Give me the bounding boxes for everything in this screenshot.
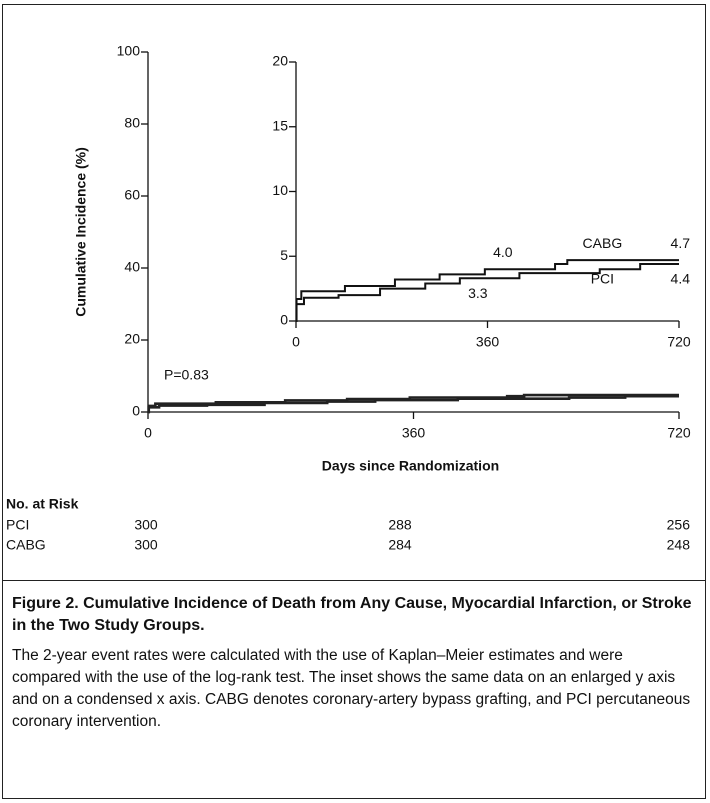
x-tick-label: 360 (476, 334, 500, 350)
caption-title: Figure 2. Cumulative Incidence of Death … (12, 595, 692, 634)
annotation: P=0.83 (164, 367, 209, 383)
risk-count: 248 (667, 537, 691, 553)
series-label: PCI (591, 271, 614, 287)
x-tick-label: 0 (144, 425, 152, 441)
series-label: CABG (583, 235, 623, 251)
y-axis-label: Cumulative Incidence (%) (73, 147, 89, 317)
risk-row-label: CABG (6, 537, 46, 553)
caption: Figure 2. Cumulative Incidence of Death … (2, 580, 706, 799)
value-label: 3.3 (468, 285, 488, 301)
value-label: 4.7 (671, 235, 691, 251)
risk-table-title: No. at Risk (6, 496, 79, 512)
risk-count: 256 (667, 517, 691, 533)
step-line (295, 259, 679, 322)
y-tick-label: 100 (117, 43, 141, 59)
x-tick-label: 360 (402, 425, 426, 441)
y-tick-label: 0 (280, 312, 288, 328)
risk-count: 300 (134, 517, 158, 533)
y-tick-label: 60 (124, 187, 140, 203)
risk-count: 300 (134, 537, 158, 553)
risk-count: 288 (388, 517, 412, 533)
y-tick-label: 20 (124, 331, 140, 347)
y-tick-label: 40 (124, 259, 140, 275)
figure-frame (2, 4, 706, 799)
x-tick-label: 0 (292, 334, 300, 350)
x-axis-label: Days since Randomization (322, 458, 499, 474)
y-tick-label: 80 (124, 115, 140, 131)
value-label: 4.0 (493, 244, 513, 260)
y-tick-label: 5 (280, 247, 288, 263)
y-tick-label: 0 (132, 403, 140, 419)
y-tick-label: 15 (272, 117, 288, 133)
y-tick-label: 20 (272, 53, 288, 69)
risk-count: 284 (388, 537, 412, 553)
value-label: 4.4 (671, 271, 691, 287)
risk-row-label: PCI (6, 517, 29, 533)
step-line (147, 393, 679, 414)
caption-body: The 2-year event rates were calculated w… (12, 647, 691, 730)
x-tick-label: 720 (667, 334, 691, 350)
step-line (295, 263, 679, 322)
step-line (147, 394, 679, 414)
x-tick-label: 720 (667, 425, 691, 441)
y-tick-label: 10 (272, 182, 288, 198)
